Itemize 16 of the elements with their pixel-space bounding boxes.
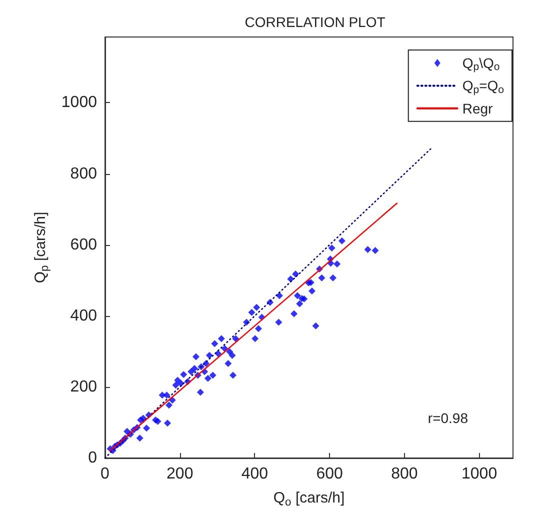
y-axis-title: Qp [cars/h]	[32, 212, 52, 284]
y-tick-label: 1000	[61, 94, 98, 112]
annotation: r=0.98	[428, 410, 468, 426]
x-tick-label: 600	[316, 466, 344, 482]
x-tick-label: 400	[241, 466, 268, 482]
x-tick-label: 200	[166, 466, 194, 482]
y-tick-label: 400	[70, 307, 98, 324]
y-tick-label: 200	[70, 378, 98, 396]
x-tick-label: 800	[391, 466, 418, 482]
x-tick-label: 0	[100, 466, 110, 482]
chart-title: CORRELATION PLOT	[244, 14, 386, 30]
y-tick-label: 800	[70, 165, 98, 182]
x-tick-label: 1000	[462, 466, 498, 482]
y-tick-label: 0	[88, 450, 98, 466]
y-tick-label: 600	[70, 236, 98, 254]
legend-label: Regr	[462, 100, 494, 116]
